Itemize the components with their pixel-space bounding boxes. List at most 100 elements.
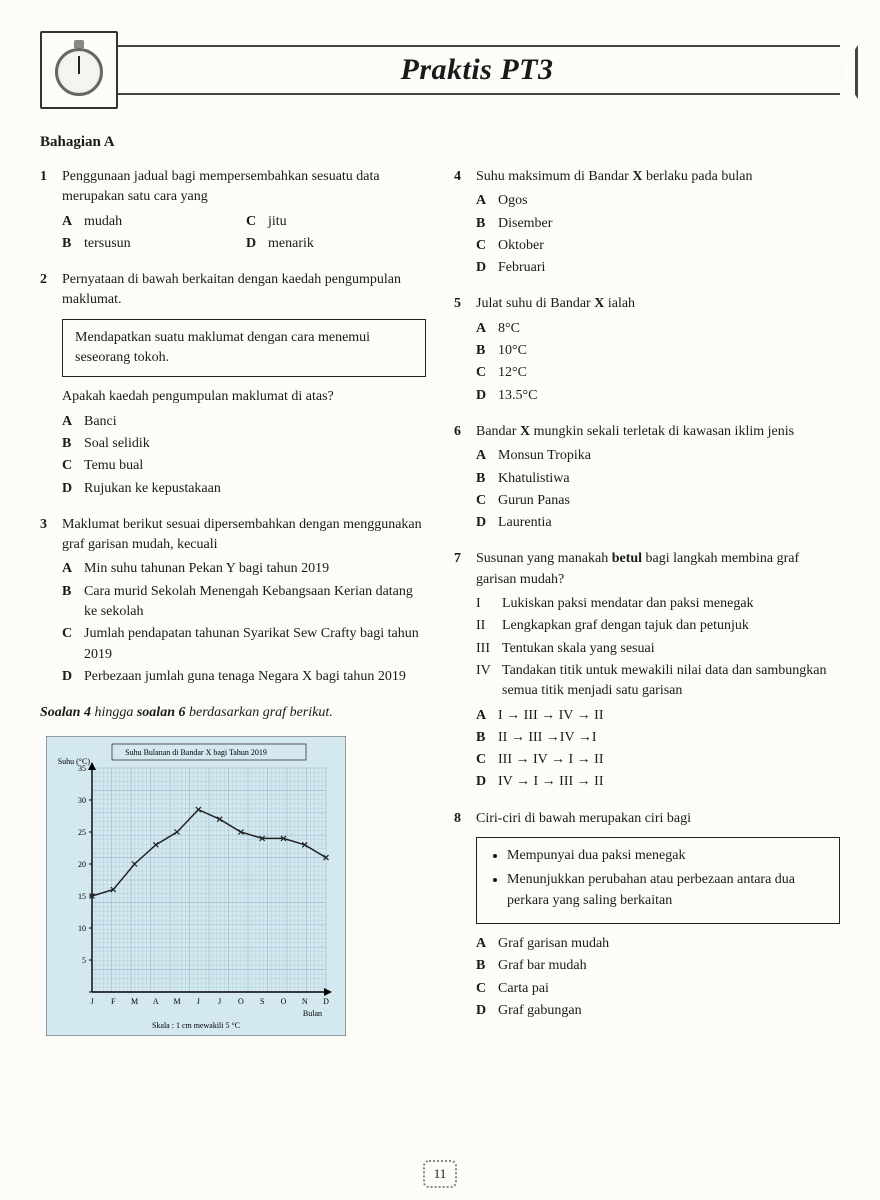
option-text: Carta pai — [498, 979, 840, 999]
question-number: 5 — [454, 294, 476, 405]
option-text: 8°C — [498, 319, 840, 339]
svg-text:25: 25 — [78, 828, 86, 837]
option-text: II → III →IV →I — [498, 728, 840, 748]
roman-text: Lengkapkan graf dengan tajuk dan petunju… — [502, 616, 840, 636]
question-stem: Susunan yang manakah betul bagi langkah … — [476, 549, 840, 590]
question-number: 7 — [454, 549, 476, 792]
question-8: 8 Ciri-ciri di bawah merupakan ciri bagi… — [454, 809, 840, 1021]
option-text: Gurun Panas — [498, 491, 840, 511]
option-text: Disember — [498, 214, 840, 234]
question-5: 5 Julat suhu di Bandar X ialah A8°C B10°… — [454, 294, 840, 405]
svg-text:Skala : 1 cm mewakili 5 °C: Skala : 1 cm mewakili 5 °C — [152, 1021, 240, 1030]
svg-text:M: M — [174, 997, 181, 1006]
option-text: III → IV → I → II — [498, 750, 840, 770]
option-label: B — [62, 434, 84, 454]
question-stem: Pernyataan di bawah berkaitan dengan kae… — [62, 270, 426, 311]
option-label: A — [476, 191, 498, 211]
question-3: 3 Maklumat berikut sesuai dipersembahkan… — [40, 515, 426, 687]
option-label: B — [476, 728, 498, 748]
option-label: A — [62, 412, 84, 432]
option-text: 13.5°C — [498, 386, 840, 406]
question-4: 4 Suhu maksimum di Bandar X berlaku pada… — [454, 167, 840, 278]
question-stem: Penggunaan jadual bagi mempersembahkan s… — [62, 167, 426, 208]
option-label: C — [476, 236, 498, 256]
question-stem: Maklumat berikut sesuai dipersembahkan d… — [62, 515, 426, 556]
stopwatch-icon — [53, 40, 105, 100]
option-label: D — [476, 772, 498, 792]
roman-label: IV — [476, 661, 502, 702]
option-text: Laurentia — [498, 513, 840, 533]
option-text: tersusun — [84, 234, 242, 254]
option-label: D — [62, 667, 84, 687]
question-stem: Ciri-ciri di bawah merupakan ciri bagi — [476, 809, 840, 829]
svg-text:N: N — [302, 997, 308, 1006]
option-label: A — [62, 212, 80, 232]
option-label: B — [476, 341, 498, 361]
svg-text:J: J — [197, 997, 200, 1006]
option-label: D — [246, 234, 264, 254]
svg-text:F: F — [111, 997, 116, 1006]
option-label: C — [476, 979, 498, 999]
question-1: 1 Penggunaan jadual bagi mempersembahkan… — [40, 167, 426, 254]
svg-text:S: S — [260, 997, 264, 1006]
svg-text:Suhu Bulanan di Bandar X bagi: Suhu Bulanan di Bandar X bagi Tahun 2019 — [125, 748, 267, 757]
section-heading: Bahagian A — [40, 134, 840, 151]
option-label: D — [62, 479, 84, 499]
svg-text:30: 30 — [78, 796, 86, 805]
option-text: 12°C — [498, 363, 840, 383]
svg-text:O: O — [281, 997, 287, 1006]
option-label: B — [62, 582, 84, 623]
option-text: Februari — [498, 258, 840, 278]
option-label: C — [476, 750, 498, 770]
svg-text:Bulan: Bulan — [303, 1009, 322, 1018]
stopwatch-icon-box — [40, 31, 118, 109]
page-title: Praktis PT3 — [114, 45, 840, 95]
option-label: D — [476, 1001, 498, 1021]
option-text: Graf bar mudah — [498, 956, 840, 976]
option-text: Min suhu tahunan Pekan Y bagi tahun 2019 — [84, 559, 426, 579]
feature-item: Mempunyai dua paksi menegak — [507, 846, 827, 866]
question-number: 2 — [40, 270, 62, 499]
question-stem: Bandar X mungkin sekali terletak di kawa… — [476, 422, 840, 442]
option-text: Perbezaan jumlah guna tenaga Negara X ba… — [84, 667, 426, 687]
option-label: D — [476, 513, 498, 533]
option-label: C — [246, 212, 264, 232]
page-number: 11 — [423, 1160, 457, 1188]
option-text: Jumlah pendapatan tahunan Syarikat Sew C… — [84, 624, 426, 665]
option-label: A — [476, 446, 498, 466]
option-text: Cara murid Sekolah Menengah Kebangsaan K… — [84, 582, 426, 623]
option-text: I → III → IV → II — [498, 706, 840, 726]
option-text: 10°C — [498, 341, 840, 361]
option-label: A — [476, 319, 498, 339]
option-label: C — [62, 456, 84, 476]
svg-text:J: J — [218, 997, 221, 1006]
title-banner: Praktis PT3 — [40, 34, 840, 106]
question-stem: Suhu maksimum di Bandar X berlaku pada b… — [476, 167, 840, 187]
question-2: 2 Pernyataan di bawah berkaitan dengan k… — [40, 270, 426, 499]
svg-text:J: J — [90, 997, 93, 1006]
option-text: Graf gabungan — [498, 1001, 840, 1021]
content-columns: 1 Penggunaan jadual bagi mempersembahkan… — [40, 167, 840, 1043]
feature-box: Mempunyai dua paksi menegak Menunjukkan … — [476, 837, 840, 924]
question-7: 7 Susunan yang manakah betul bagi langka… — [454, 549, 840, 792]
question-number: 3 — [40, 515, 62, 687]
option-label: A — [476, 706, 498, 726]
option-label: B — [476, 469, 498, 489]
svg-text:M: M — [131, 997, 138, 1006]
option-label: B — [476, 956, 498, 976]
svg-text:A: A — [153, 997, 159, 1006]
feature-item: Menunjukkan perubahan atau perbezaan ant… — [507, 870, 827, 911]
option-text: Khatulistiwa — [498, 469, 840, 489]
svg-text:15: 15 — [78, 892, 86, 901]
option-label: C — [476, 363, 498, 383]
option-text: Banci — [84, 412, 426, 432]
svg-text:5: 5 — [82, 956, 86, 965]
question-6: 6 Bandar X mungkin sekali terletak di ka… — [454, 422, 840, 533]
option-text: Oktober — [498, 236, 840, 256]
option-label: A — [62, 559, 84, 579]
option-text: menarik — [268, 234, 426, 254]
question-substem: Apakah kaedah pengumpulan maklumat di at… — [62, 387, 426, 407]
option-text: Ogos — [498, 191, 840, 211]
left-column: 1 Penggunaan jadual bagi mempersembahkan… — [40, 167, 426, 1043]
temperature-chart: Suhu Bulanan di Bandar X bagi Tahun 2019… — [46, 736, 346, 1043]
